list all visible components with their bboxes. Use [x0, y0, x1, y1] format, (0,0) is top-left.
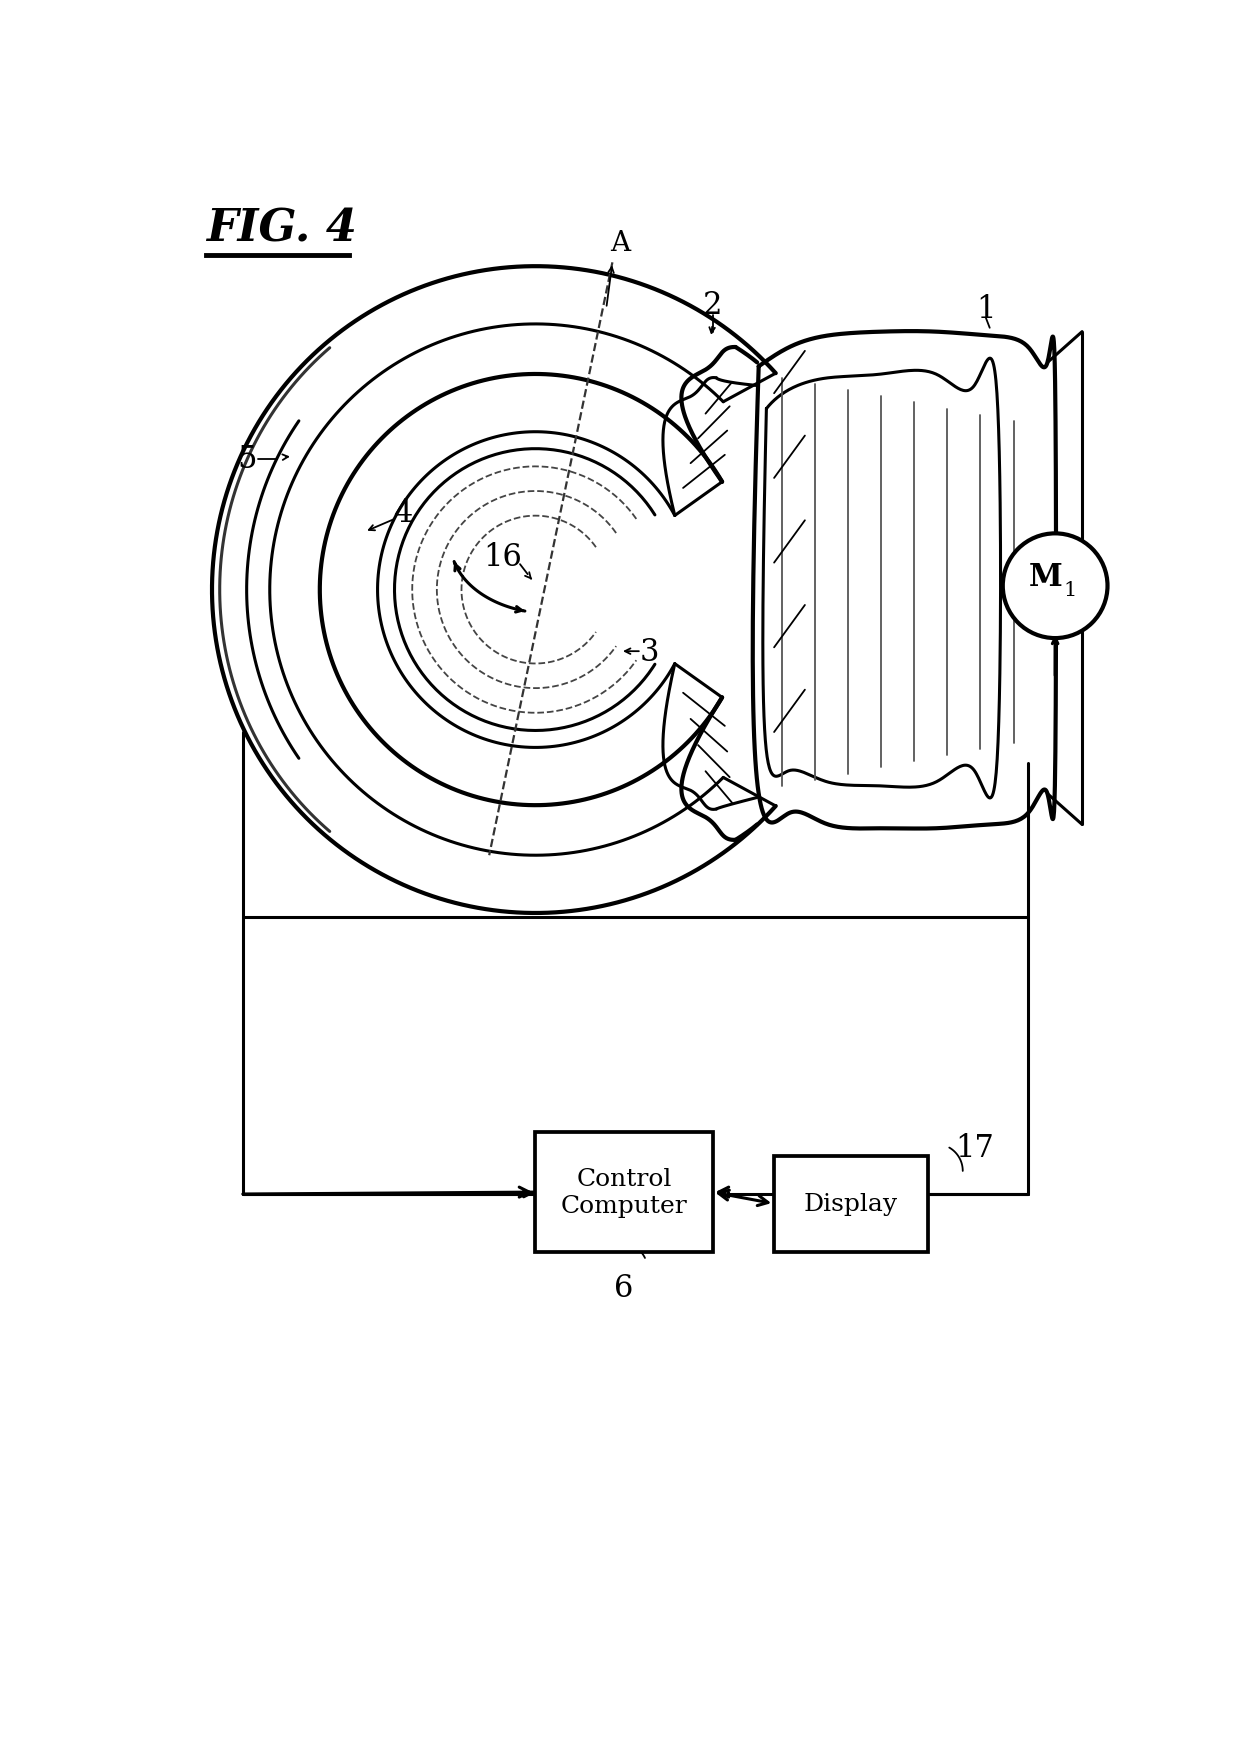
Text: 17: 17	[955, 1133, 994, 1163]
Text: 1: 1	[976, 293, 996, 325]
Text: 16: 16	[484, 541, 522, 573]
Text: Display: Display	[804, 1193, 898, 1216]
Text: Control
Computer: Control Computer	[560, 1168, 687, 1218]
Text: 6: 6	[614, 1272, 634, 1304]
Text: FIG. 4: FIG. 4	[206, 207, 357, 251]
Text: 3: 3	[640, 636, 660, 668]
Bar	[536, 1133, 713, 1253]
Text: A: A	[610, 230, 630, 257]
Text: 1: 1	[1064, 582, 1078, 599]
Text: 2: 2	[703, 290, 722, 322]
Text: M: M	[1028, 562, 1061, 592]
Text: 5: 5	[237, 445, 257, 474]
Circle shape	[1003, 534, 1107, 640]
Bar	[774, 1156, 928, 1253]
Text: 4: 4	[393, 497, 413, 529]
